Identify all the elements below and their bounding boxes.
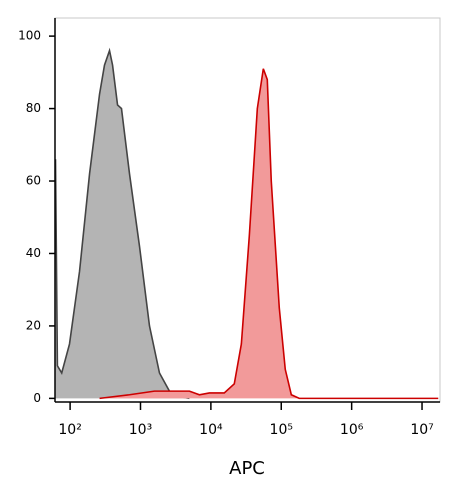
y-tick-label: 40: [26, 246, 41, 260]
area-line: [99, 68, 439, 400]
x-tick-label: 10³: [129, 422, 152, 438]
area-fill: [55, 50, 190, 399]
area-fill: [99, 68, 439, 399]
x-tick-label: 10⁶: [340, 422, 364, 438]
x-tick-label: 10⁴: [199, 422, 223, 438]
y-tick-label: 20: [26, 318, 41, 332]
x-tick-label: 10⁵: [270, 422, 293, 438]
x-tick-label: 10⁷: [410, 422, 433, 438]
x-tick-label: 10²: [58, 422, 81, 438]
x-axis-label: APC: [229, 458, 265, 479]
y-tick-label: 60: [26, 174, 41, 188]
y-tick-label: 80: [26, 101, 41, 115]
area-line: [54, 47, 190, 400]
y-tick-label: 0: [33, 391, 41, 405]
y-tick-label: 100: [18, 29, 41, 43]
